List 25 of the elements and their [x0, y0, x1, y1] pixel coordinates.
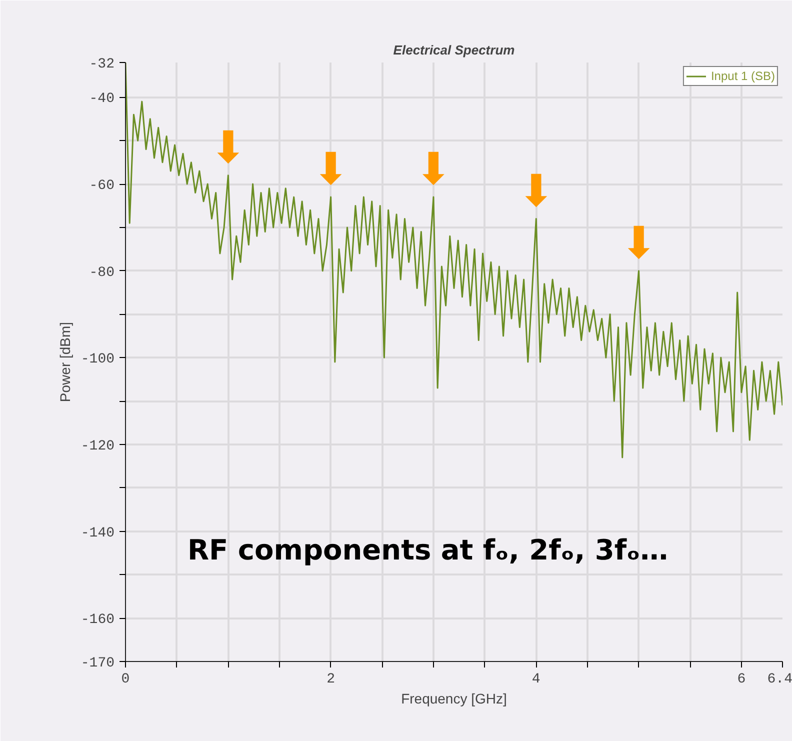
annotation: ⬇ — [620, 218, 658, 269]
x-tick-label: 4 — [532, 672, 540, 688]
annotation: RF components at fₒ, 2fₒ, 3fₒ… — [188, 534, 668, 566]
x-tick-label: 6.4 — [767, 672, 792, 688]
y-tick-label: -100 — [80, 352, 115, 368]
x-tick-label: 0 — [121, 672, 130, 688]
y-tick-label: -80 — [89, 264, 115, 281]
chart-title: Electrical Spectrum — [393, 42, 516, 58]
legend-label: Input 1 (SB) — [710, 69, 775, 83]
y-tick-label: -32 — [89, 56, 115, 72]
y-tick-label: -40 — [89, 91, 115, 108]
x-axis-title: Frequency [GHz] — [401, 690, 507, 706]
x-tick-label: 6 — [737, 672, 746, 688]
line-series — [126, 62, 782, 458]
x-tick-label: 2 — [326, 672, 336, 688]
annotation: ⬇ — [415, 144, 452, 196]
y-tick-label: -170 — [80, 656, 115, 672]
y-tick-label: -140 — [80, 525, 115, 542]
annotation: ⬇ — [312, 144, 350, 196]
y-tick-label: -120 — [80, 438, 115, 454]
y-tick-label: -60 — [89, 178, 115, 194]
annotation: ⬇ — [210, 122, 247, 174]
y-axis-title: Power [dBm] — [56, 322, 73, 402]
y-tick-label: -160 — [80, 612, 115, 628]
annotation: ⬇ — [518, 166, 555, 217]
